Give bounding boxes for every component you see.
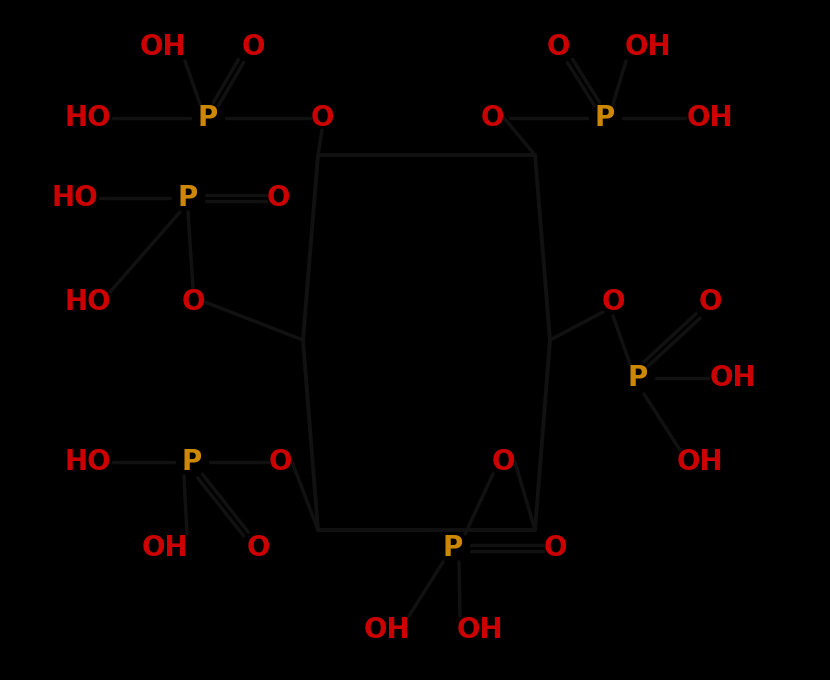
Text: O: O bbox=[268, 448, 292, 476]
Text: P: P bbox=[182, 448, 203, 476]
Text: O: O bbox=[247, 534, 270, 562]
Text: O: O bbox=[491, 448, 515, 476]
Text: O: O bbox=[544, 534, 567, 562]
Text: HO: HO bbox=[65, 104, 111, 132]
Text: P: P bbox=[595, 104, 615, 132]
Text: O: O bbox=[481, 104, 504, 132]
Text: O: O bbox=[601, 288, 625, 316]
Text: OH: OH bbox=[625, 33, 671, 61]
Text: OH: OH bbox=[364, 616, 410, 644]
Text: HO: HO bbox=[65, 448, 111, 476]
Text: OH: OH bbox=[686, 104, 734, 132]
Text: O: O bbox=[242, 33, 265, 61]
Text: OH: OH bbox=[676, 448, 723, 476]
Text: O: O bbox=[266, 184, 290, 212]
Text: P: P bbox=[443, 534, 463, 562]
Text: O: O bbox=[698, 288, 722, 316]
Text: P: P bbox=[178, 184, 198, 212]
Text: P: P bbox=[627, 364, 648, 392]
Text: OH: OH bbox=[457, 616, 503, 644]
Text: OH: OH bbox=[142, 534, 188, 562]
Text: OH: OH bbox=[710, 364, 756, 392]
Text: O: O bbox=[546, 33, 569, 61]
Text: OH: OH bbox=[139, 33, 186, 61]
Text: HO: HO bbox=[65, 288, 111, 316]
Text: P: P bbox=[198, 104, 218, 132]
Text: O: O bbox=[310, 104, 334, 132]
Text: O: O bbox=[181, 288, 205, 316]
Text: HO: HO bbox=[51, 184, 98, 212]
